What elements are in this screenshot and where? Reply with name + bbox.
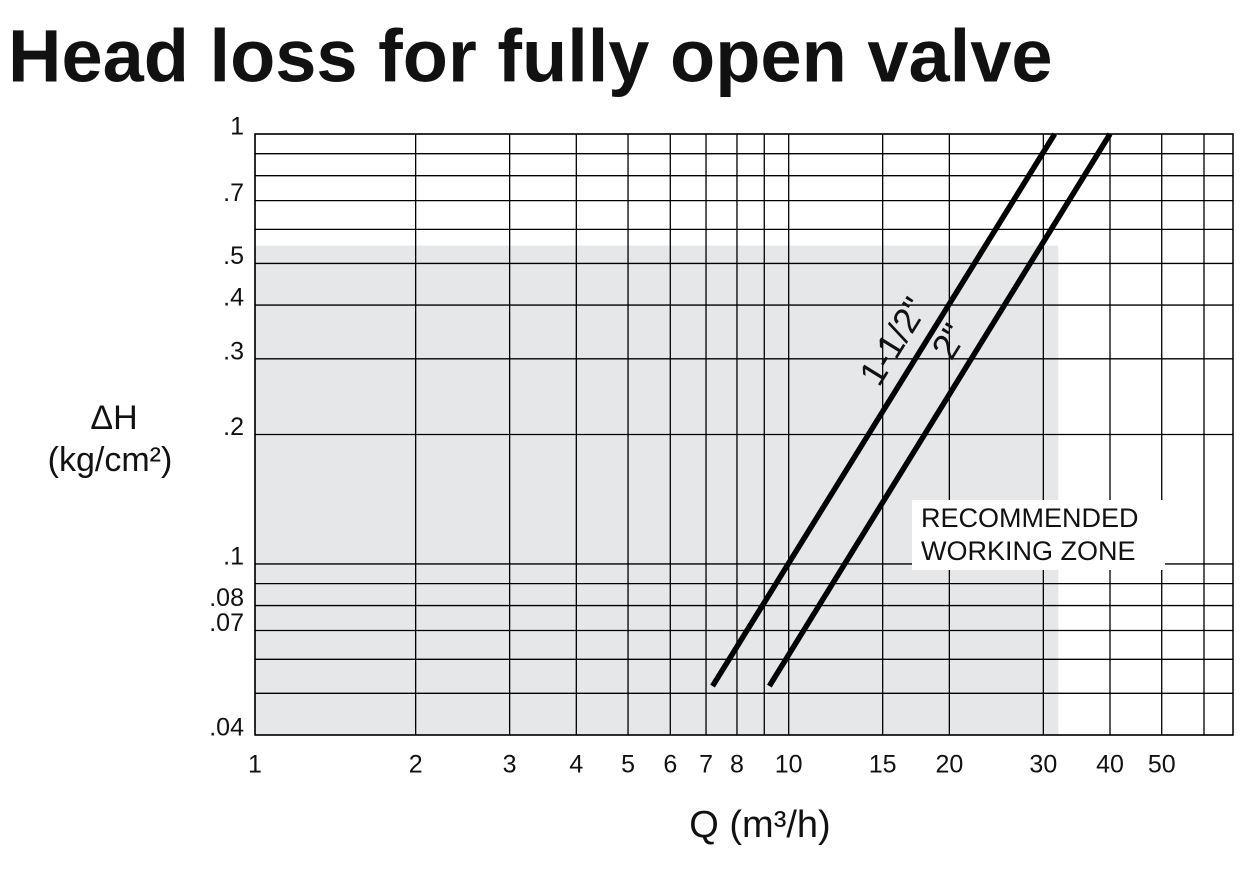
x-tick-label: 4 (569, 751, 583, 779)
x-tick-label: 2 (409, 751, 423, 779)
series-line (710, 132, 1057, 688)
x-tick-label: 30 (1029, 751, 1057, 779)
chart-title: Head loss for fully open valve (8, 15, 1053, 98)
working-zone (255, 245, 1059, 735)
y-tick-label: .1 (223, 543, 244, 571)
y-tick-label: .5 (223, 242, 244, 270)
y-tick-label: .2 (223, 413, 244, 441)
series-line (767, 132, 1113, 688)
y-tick-label: .08 (209, 584, 244, 612)
y-tick-label: .04 (209, 714, 244, 742)
y-tick-label: .3 (223, 337, 244, 365)
x-tick-label: 10 (775, 751, 803, 779)
x-tick-label: 1 (248, 751, 262, 779)
x-tick-label: 7 (699, 751, 713, 779)
x-tick-label: 5 (621, 751, 635, 779)
y-tick-label: .07 (209, 609, 244, 637)
x-tick-label: 50 (1148, 751, 1176, 779)
plot-border (254, 133, 1234, 736)
x-tick-label: 40 (1096, 751, 1124, 779)
y-axis-label: ΔH (90, 399, 137, 437)
x-tick-label: 15 (869, 751, 897, 779)
x-axis-label: Q (m³/h) (689, 804, 830, 846)
x-tick-label: 6 (663, 751, 677, 779)
zone-label-box (912, 500, 1165, 570)
x-tick-label: 3 (503, 751, 517, 779)
y-tick-label: .7 (223, 179, 244, 207)
zone-label: WORKING ZONE (921, 536, 1136, 566)
zone-label: RECOMMENDED (921, 503, 1139, 533)
y-axis-label: (kg/cm²) (48, 441, 173, 479)
y-tick-label: 1 (230, 113, 244, 141)
x-tick-label: 8 (730, 751, 744, 779)
y-tick-label: .4 (223, 284, 244, 312)
x-tick-label: 20 (935, 751, 963, 779)
